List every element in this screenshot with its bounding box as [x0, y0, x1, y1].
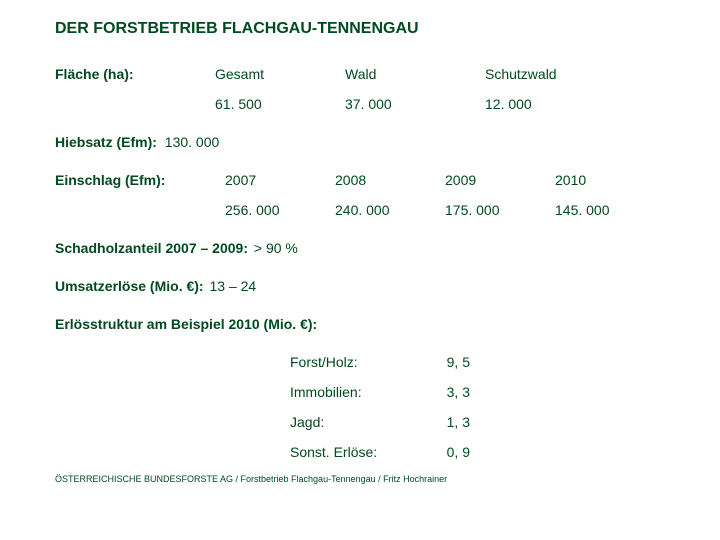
einschlag-val-2: 175. 000 [445, 202, 555, 218]
flaeche-header-row: Fläche (ha): Gesamt Wald Schutzwald [55, 66, 665, 82]
hiebsatz-line: Hiebsatz (Efm): 130. 000 [55, 134, 665, 150]
erloese-value-3: 0, 9 [410, 444, 470, 460]
einschlag-year-3: 2010 [555, 172, 645, 188]
umsatz-line: Umsatzerlöse (Mio. €): 13 – 24 [55, 278, 665, 294]
einschlag-year-2: 2009 [445, 172, 555, 188]
einschlag-year-0: 2007 [225, 172, 335, 188]
flaeche-value-row: 61. 500 37. 000 12. 000 [55, 96, 665, 112]
einschlag-val-0: 256. 000 [225, 202, 335, 218]
flaeche-col-wald: Wald [345, 66, 485, 82]
flaeche-label: Fläche (ha): [55, 66, 215, 82]
erloese-label-2: Jagd: [290, 414, 410, 430]
flaeche-val-wald: 37. 000 [345, 96, 485, 112]
hiebsatz-label: Hiebsatz (Efm): [55, 134, 157, 150]
einschlag-val-1: 240. 000 [335, 202, 445, 218]
umsatz-value: 13 – 24 [209, 278, 256, 294]
einschlag-year-1: 2008 [335, 172, 445, 188]
erloesstruktur-label: Erlösstruktur am Beispiel 2010 (Mio. €): [55, 316, 317, 332]
flaeche-col-gesamt: Gesamt [215, 66, 345, 82]
flaeche-col-schutzwald: Schutzwald [485, 66, 625, 82]
flaeche-spacer [55, 96, 215, 112]
schadholz-line: Schadholzanteil 2007 – 2009: > 90 % [55, 240, 665, 256]
erloese-value-1: 3, 3 [410, 384, 470, 400]
erloese-label-1: Immobilien: [290, 384, 410, 400]
slide: DER FORSTBETRIEB FLACHGAU-TENNENGAU Fläc… [0, 0, 720, 540]
umsatz-label: Umsatzerlöse (Mio. €): [55, 278, 204, 294]
einschlag-header-row: Einschlag (Efm): 2007 2008 2009 2010 [55, 172, 665, 188]
erloese-row-3: Sonst. Erlöse: 0, 9 [55, 444, 665, 460]
einschlag-label: Einschlag (Efm): [55, 172, 225, 188]
erloese-label-0: Forst/Holz: [290, 354, 410, 370]
schadholz-label: Schadholzanteil 2007 – 2009: [55, 240, 248, 256]
flaeche-val-gesamt: 61. 500 [215, 96, 345, 112]
erloese-row-1: Immobilien: 3, 3 [55, 384, 665, 400]
einschlag-val-3: 145. 000 [555, 202, 645, 218]
footer-text: ÖSTERREICHISCHE BUNDESFORSTE AG / Forstb… [55, 474, 665, 484]
erloese-value-2: 1, 3 [410, 414, 470, 430]
flaeche-val-schutzwald: 12. 000 [485, 96, 625, 112]
hiebsatz-value: 130. 000 [165, 134, 220, 150]
erloese-row-0: Forst/Holz: 9, 5 [55, 354, 665, 370]
page-title: DER FORSTBETRIEB FLACHGAU-TENNENGAU [55, 20, 665, 38]
schadholz-value: > 90 % [254, 240, 298, 256]
erloese-value-0: 9, 5 [410, 354, 470, 370]
einschlag-spacer [55, 202, 225, 218]
erloese-row-2: Jagd: 1, 3 [55, 414, 665, 430]
erloesstruktur-heading: Erlösstruktur am Beispiel 2010 (Mio. €): [55, 316, 665, 332]
erloese-label-3: Sonst. Erlöse: [290, 444, 410, 460]
einschlag-value-row: 256. 000 240. 000 175. 000 145. 000 [55, 202, 665, 218]
